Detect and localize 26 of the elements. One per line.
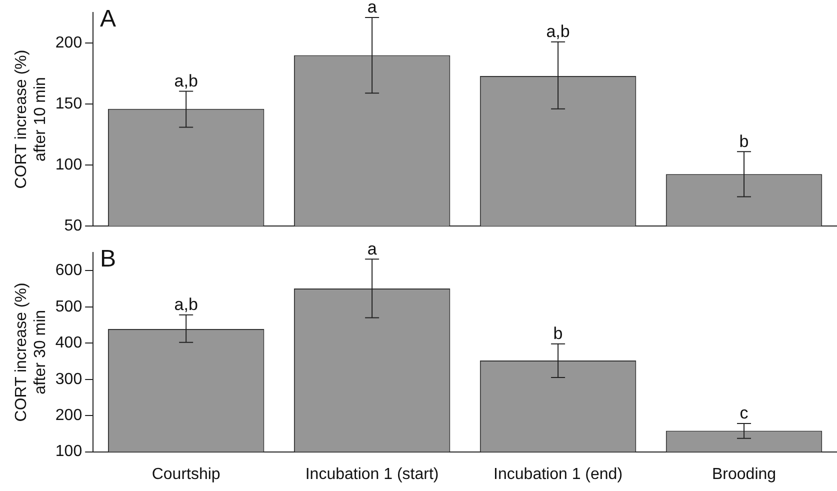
y-tick-label: 100 bbox=[55, 156, 82, 174]
y-axis-title: CORT increase (%) after 10 min bbox=[13, 50, 50, 189]
x-tick-label: Incubation 1 (start) bbox=[305, 466, 439, 483]
annotation: b bbox=[553, 324, 563, 344]
chart-title: A bbox=[100, 6, 116, 33]
y-tick-label: 50 bbox=[64, 217, 82, 234]
annotation: b bbox=[739, 132, 749, 151]
y-tick-label: 400 bbox=[55, 334, 82, 352]
y-tick-label: 200 bbox=[55, 34, 82, 52]
annotation: a bbox=[367, 239, 378, 258]
annotation: a,b bbox=[546, 22, 570, 42]
annotation: a,b bbox=[174, 71, 198, 90]
x-tick-label: Incubation 1 (end) bbox=[494, 466, 623, 483]
x-tick-label: Courtship bbox=[152, 466, 220, 483]
annotation: c bbox=[740, 404, 749, 423]
y-tick-label: 600 bbox=[55, 262, 82, 280]
y-tick-label: 150 bbox=[55, 95, 82, 112]
chart-title: B bbox=[100, 246, 116, 273]
x-tick-label: Brooding bbox=[712, 466, 776, 483]
y-tick-label: 300 bbox=[55, 370, 82, 388]
y-tick-label: 200 bbox=[55, 406, 82, 424]
y-tick-label: 100 bbox=[55, 443, 82, 460]
annotation: a,b bbox=[174, 295, 198, 314]
y-axis-title: CORT increase (%) after 30 min bbox=[13, 282, 50, 422]
y-tick-label: 500 bbox=[55, 298, 82, 316]
annotation: a bbox=[367, 0, 378, 17]
